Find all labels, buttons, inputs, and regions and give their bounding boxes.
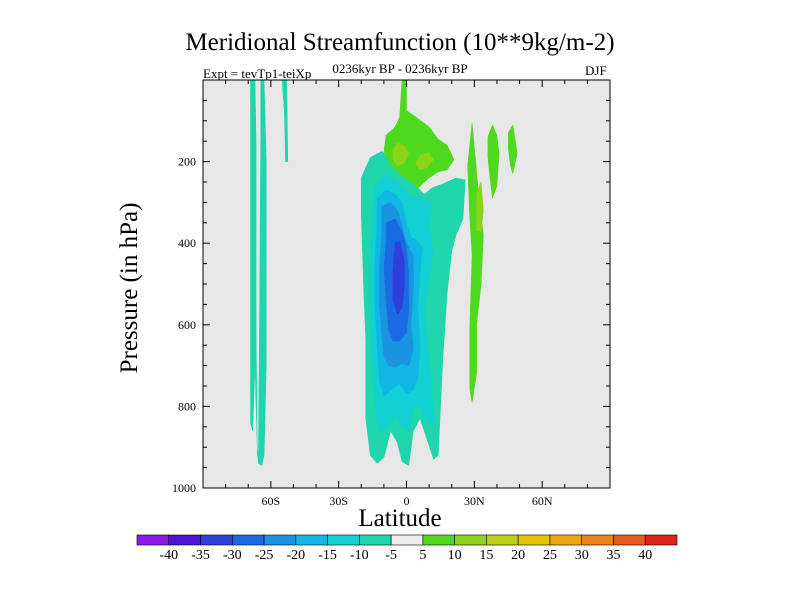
contour-positive-5-branch-39n bbox=[487, 124, 500, 199]
plot-area: 60S 30S 0 30N 60N 200 400 600 800 1000 bbox=[172, 79, 611, 508]
colorbar-swatch bbox=[200, 534, 233, 546]
x-tick-label: 30N bbox=[464, 494, 485, 508]
colorbar-label: -20 bbox=[286, 548, 305, 563]
contour-positive-10-ridge-30n bbox=[476, 181, 484, 232]
contour-fills bbox=[250, 79, 518, 467]
colorbar-swatch bbox=[136, 534, 170, 546]
colorbar-swatch bbox=[613, 534, 646, 546]
colorbar-swatch bbox=[390, 534, 424, 546]
x-tick-label: 60S bbox=[261, 494, 280, 508]
colorbar-swatch bbox=[581, 534, 614, 546]
colorbar-swatch bbox=[231, 534, 265, 546]
y-axis: 200 400 600 800 1000 bbox=[172, 79, 610, 495]
colorbar-label: -30 bbox=[223, 548, 242, 563]
colorbar-label: 30 bbox=[575, 548, 589, 563]
contour-positive-5-branch-47n bbox=[508, 124, 518, 174]
colorbar-label: 40 bbox=[638, 548, 652, 563]
contour-positive-10-upper-right bbox=[415, 152, 434, 171]
x-axis-label: Latitude bbox=[358, 505, 442, 532]
colorbar-swatch bbox=[359, 534, 392, 546]
y-tick-label: 1000 bbox=[172, 481, 196, 495]
colorbar-label: 35 bbox=[606, 548, 620, 563]
colorbar-label: -40 bbox=[159, 548, 178, 563]
contour-positive-10-upper-left bbox=[392, 142, 410, 166]
x-axis: 60S 30S 0 30N 60N bbox=[202, 80, 611, 508]
x-tick-label: 60N bbox=[532, 494, 553, 508]
colorbar-label: -25 bbox=[255, 548, 274, 563]
experiment-label: Expt = tevTp1-teiXp bbox=[203, 66, 312, 81]
contour--30 bbox=[392, 240, 405, 316]
colorbar-label: 5 bbox=[419, 548, 426, 563]
colorbar-swatch bbox=[422, 534, 455, 546]
colorbar-swatch bbox=[644, 534, 678, 546]
chart-title: Meridional Streamfunction (10**9kg/m-2) bbox=[185, 29, 615, 56]
colorbar-swatch bbox=[486, 534, 519, 546]
x-tick-label: 30S bbox=[329, 494, 348, 508]
y-tick-label: 600 bbox=[178, 318, 196, 332]
chart-subtitle: 0236kyr BP - 0236kyr BP bbox=[332, 61, 468, 76]
y-tick-label: 200 bbox=[178, 155, 196, 169]
colorbar-swatch bbox=[454, 534, 487, 546]
colorbar-swatch bbox=[517, 534, 551, 546]
contour-positive-5-ridge-27n bbox=[467, 122, 484, 403]
colorbar-label: 10 bbox=[448, 548, 462, 563]
colorbar-swatch bbox=[295, 534, 328, 546]
colorbar-swatch bbox=[549, 534, 583, 546]
colorbar-label: -15 bbox=[318, 548, 337, 563]
colorbar-swatch bbox=[327, 534, 360, 546]
colorbar-label: -35 bbox=[191, 548, 210, 563]
season-label: DJF bbox=[585, 63, 607, 78]
y-tick-label: 400 bbox=[178, 236, 196, 250]
colorbar-swatch bbox=[168, 534, 201, 546]
colorbar-swatch bbox=[263, 534, 297, 546]
colorbar-label: 25 bbox=[543, 548, 557, 563]
colorbar-label: 15 bbox=[479, 548, 493, 563]
colorbar-label: -5 bbox=[385, 548, 397, 563]
contour-negative-5-tongue-65s bbox=[250, 79, 267, 466]
colorbar-label: -10 bbox=[350, 548, 369, 563]
y-tick-label: 800 bbox=[178, 399, 196, 413]
x-tick-label: 0 bbox=[404, 494, 410, 508]
colorbar-label: 20 bbox=[511, 548, 525, 563]
colorbar: -40 -35 -30 -25 -20 -15 -10 -5 5 10 15 20 25 30 35 40 bbox=[136, 534, 678, 563]
